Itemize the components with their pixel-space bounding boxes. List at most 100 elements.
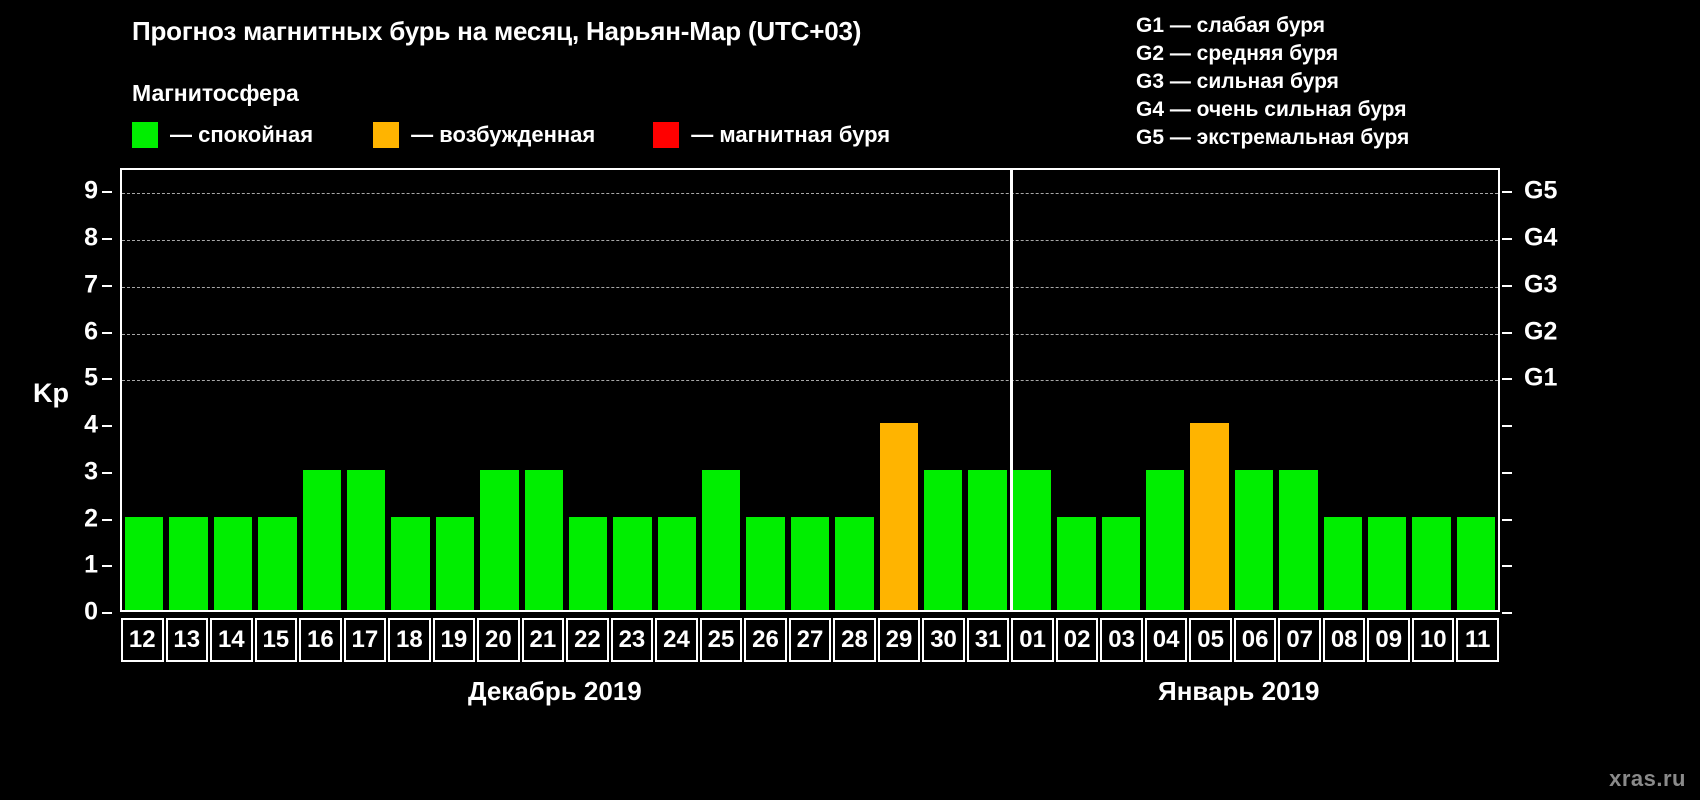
bar-day-02 [1057,516,1096,610]
y2-tick-mark-G2 [1502,331,1512,334]
bar-day-15 [258,516,297,610]
y-tick-label-9: 9 [84,176,98,205]
bar-cell [1143,170,1187,610]
bar-cell [1010,170,1054,610]
bar-cell [211,170,255,610]
day-label-02: 02 [1055,618,1099,662]
bar-day-20 [480,469,519,610]
bar-day-05 [1190,423,1229,610]
day-axis: 12 13 14 15 16 17 18 19 20 21 22 23 24 25 26 27 28 29 30 31… [120,618,1500,662]
y-tick-label-1: 1 [84,550,98,579]
y-axis-left: 0 1 2 3 4 5 6 7 8 9 [60,168,112,626]
legend-label-unsettled: — возбужденная [411,122,596,147]
legend-swatch-storm-icon [653,122,680,148]
y-tick-mark-5 [102,378,112,381]
day-label-15: 15 [254,618,298,662]
y-tick-label-8: 8 [84,223,98,252]
day-label-09: 09 [1367,618,1410,662]
bar-day-10 [1412,516,1451,610]
bar-cell [1099,170,1143,610]
bar-day-26 [746,516,785,610]
bar-cell [255,170,299,610]
y-axis-left-title: Kp [33,378,69,408]
legend-label-storm: — магнитная буря [691,122,891,147]
day-label-05: 05 [1189,618,1232,662]
y2-tick-mark-minor-1 [1502,565,1512,568]
g-scale-legend: G1 — слабая буря G2 — средняя буря G3 — си… [1136,12,1409,152]
day-label-20: 20 [477,618,520,662]
bar-cell [433,170,477,610]
day-label-03: 03 [1100,618,1143,662]
bar-cell [1409,170,1453,610]
legend-swatch-calm-icon [132,122,158,148]
page-title: Прогноз магнитных бурь на месяц, Нарьян-… [132,16,862,46]
day-label-11: 11 [1456,618,1499,662]
bar-cell [965,170,1009,610]
gridline-kp-9 [122,193,1498,195]
y-tick-label-5: 5 [84,363,98,392]
day-label-18: 18 [388,618,431,662]
y-tick-mark-4 [102,425,112,428]
gridline-kp-5 [122,380,1498,382]
day-label-26: 26 [744,618,787,662]
y-tick-mark-2 [102,518,112,521]
bar-cell [477,170,521,610]
y-tick-label-4: 4 [84,410,98,439]
day-label-27: 27 [788,618,832,662]
month-caption-january: Январь 2019 [1158,676,1320,706]
day-label-17: 17 [343,618,387,662]
bar-series [122,170,1498,610]
y2-tick-mark-G5 [1502,191,1512,194]
bar-cell [166,170,210,610]
bar-cell [1276,170,1320,610]
day-label-14: 14 [210,618,253,662]
bar-day-23 [613,516,652,610]
bar-cell [699,170,743,610]
bar-day-07 [1279,469,1318,610]
bar-day-24 [657,516,697,610]
bar-cell [655,170,699,610]
legend-label-calm: — спокойная [170,122,314,147]
watermark: xras.ru [1609,766,1686,791]
bar-day-28 [835,516,874,610]
month-divider [1009,168,1013,612]
bar-cell [1054,170,1098,610]
day-label-22: 22 [566,618,609,662]
bar-day-06 [1234,469,1274,610]
legend-item-calm: — спокойная [132,122,313,148]
bar-cell [122,170,166,610]
y2-tick-label-G1: G1 [1524,363,1558,392]
magnetosphere-legend-title: Магнитосфера [132,80,299,106]
legend-swatch-unsettled-icon [373,122,400,148]
bar-cell [877,170,921,610]
day-label-31: 31 [966,618,1010,662]
day-label-25: 25 [699,618,743,662]
bar-day-17 [346,469,386,610]
y-axis-right: G1 G2 G3 G4 G5 [1502,168,1592,614]
bar-cell [610,170,654,610]
y-tick-label-6: 6 [84,317,98,346]
y2-tick-mark-minor-2 [1502,518,1512,521]
y-tick-mark-6 [102,331,112,334]
bar-cell [1321,170,1365,610]
day-label-12: 12 [121,618,164,662]
gridline-kp-8 [122,240,1498,242]
bar-day-01 [1012,469,1052,610]
bar-day-14 [213,516,253,610]
bar-day-04 [1145,469,1185,610]
day-label-01: 01 [1011,618,1054,662]
g-scale-row-4: G4 — очень сильная буря [1136,98,1407,121]
bar-day-21 [524,469,563,610]
day-label-13: 13 [165,618,209,662]
month-caption-december: Декабрь 2019 [468,676,642,706]
y2-tick-label-G2: G2 [1524,317,1558,346]
bar-day-08 [1323,516,1362,610]
bar-cell [522,170,566,610]
y2-tick-mark-minor-0 [1502,612,1512,614]
day-label-24: 24 [655,618,698,662]
y-tick-mark-3 [102,471,112,474]
bar-cell [1454,170,1498,610]
bar-day-16 [302,469,341,610]
y2-tick-mark-minor-3 [1502,471,1512,474]
